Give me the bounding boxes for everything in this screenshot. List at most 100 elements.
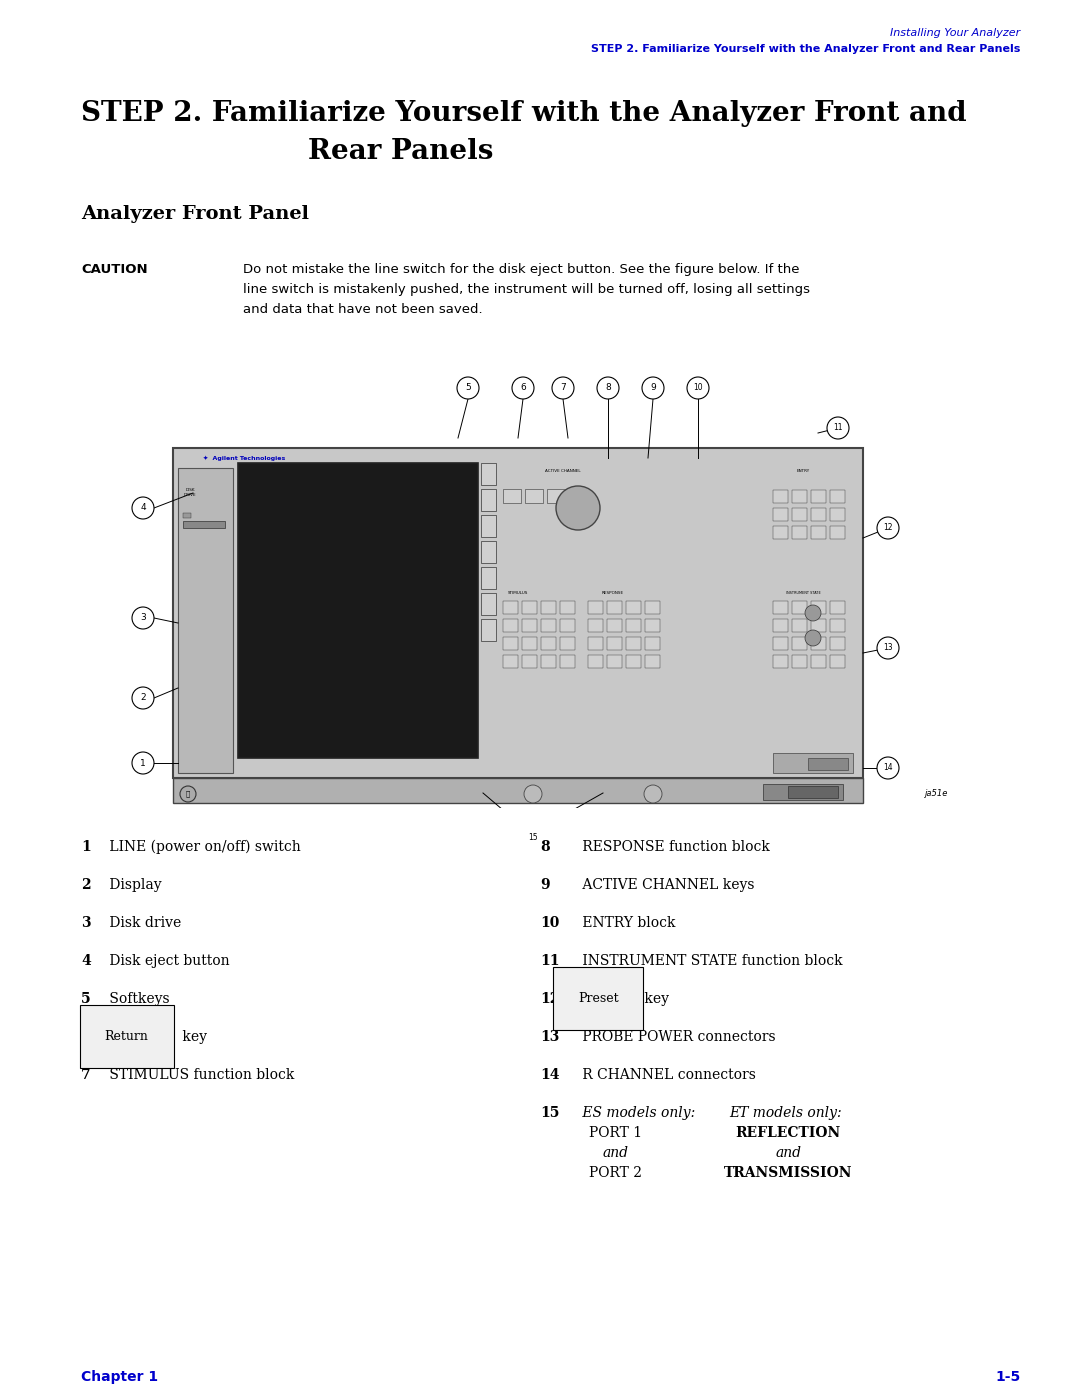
Bar bbox=[561, 619, 575, 631]
Bar bbox=[173, 778, 863, 803]
Circle shape bbox=[180, 787, 195, 802]
Text: Softkeys: Softkeys bbox=[105, 992, 170, 1006]
Circle shape bbox=[805, 605, 821, 622]
Text: Analyzer Front Panel: Analyzer Front Panel bbox=[81, 205, 309, 224]
Bar bbox=[626, 601, 642, 615]
Text: ENTRY block: ENTRY block bbox=[578, 916, 675, 930]
Bar bbox=[792, 490, 807, 503]
Circle shape bbox=[132, 497, 154, 520]
Bar bbox=[811, 619, 826, 631]
Text: ✦  Agilent Technologies: ✦ Agilent Technologies bbox=[203, 455, 285, 461]
Text: 5: 5 bbox=[465, 384, 471, 393]
Bar bbox=[773, 637, 788, 650]
Bar bbox=[607, 637, 622, 650]
Text: 2: 2 bbox=[81, 877, 91, 893]
Circle shape bbox=[827, 416, 849, 439]
Text: and: and bbox=[603, 1146, 629, 1160]
Circle shape bbox=[597, 377, 619, 400]
Bar bbox=[481, 592, 496, 615]
Bar bbox=[178, 468, 233, 773]
Bar bbox=[811, 637, 826, 650]
Bar bbox=[541, 637, 556, 650]
Bar bbox=[503, 637, 518, 650]
Bar bbox=[522, 637, 537, 650]
Bar bbox=[792, 637, 807, 650]
Text: RESPONSE function block: RESPONSE function block bbox=[578, 840, 770, 854]
Text: 9: 9 bbox=[540, 877, 550, 893]
Text: 8: 8 bbox=[540, 840, 550, 854]
Bar bbox=[626, 619, 642, 631]
Text: ⏚: ⏚ bbox=[186, 791, 190, 798]
Text: Do not mistake the line switch for the disk eject button. See the figure below. : Do not mistake the line switch for the d… bbox=[243, 263, 799, 277]
Text: 7: 7 bbox=[561, 384, 566, 393]
Text: Disk eject button: Disk eject button bbox=[105, 954, 229, 968]
Bar bbox=[183, 513, 191, 518]
Bar bbox=[607, 601, 622, 615]
Text: Disk drive: Disk drive bbox=[105, 916, 181, 930]
Bar bbox=[831, 637, 845, 650]
Circle shape bbox=[132, 687, 154, 710]
Bar bbox=[173, 448, 863, 778]
Bar bbox=[541, 601, 556, 615]
Text: 4: 4 bbox=[140, 503, 146, 513]
Text: line switch is mistakenly pushed, the instrument will be turned off, losing all : line switch is mistakenly pushed, the in… bbox=[243, 284, 810, 296]
Text: 15: 15 bbox=[540, 1106, 559, 1120]
Bar bbox=[811, 655, 826, 668]
Bar bbox=[762, 784, 843, 800]
Bar bbox=[811, 527, 826, 539]
Text: 12: 12 bbox=[883, 524, 893, 532]
Text: STIMULUS: STIMULUS bbox=[508, 591, 528, 595]
Bar bbox=[792, 655, 807, 668]
Circle shape bbox=[877, 757, 899, 780]
Text: PORT 1: PORT 1 bbox=[589, 1126, 643, 1140]
Bar bbox=[831, 619, 845, 631]
Bar bbox=[773, 527, 788, 539]
Circle shape bbox=[642, 377, 664, 400]
Text: ES models only:: ES models only: bbox=[578, 1106, 696, 1120]
Bar bbox=[481, 489, 496, 511]
Text: ET models only:: ET models only: bbox=[729, 1106, 841, 1120]
Bar bbox=[481, 515, 496, 536]
Text: RESPONSE: RESPONSE bbox=[602, 591, 624, 595]
Bar bbox=[645, 655, 660, 668]
Bar bbox=[541, 619, 556, 631]
Bar bbox=[607, 619, 622, 631]
Text: STEP 2. Familiarize Yourself with the Analyzer Front and Rear Panels: STEP 2. Familiarize Yourself with the An… bbox=[591, 43, 1021, 54]
Text: 10: 10 bbox=[693, 384, 703, 393]
Text: PORT 2: PORT 2 bbox=[589, 1166, 643, 1180]
Text: LINE (power on/off) switch: LINE (power on/off) switch bbox=[105, 840, 300, 855]
Text: 1-5: 1-5 bbox=[996, 1370, 1021, 1384]
Bar bbox=[773, 601, 788, 615]
Text: Rear Panels: Rear Panels bbox=[308, 138, 494, 165]
Circle shape bbox=[877, 517, 899, 539]
Text: 11: 11 bbox=[540, 954, 559, 968]
Bar bbox=[561, 655, 575, 668]
Bar bbox=[238, 462, 478, 759]
Text: and: and bbox=[775, 1146, 801, 1160]
Bar bbox=[481, 541, 496, 563]
Circle shape bbox=[457, 377, 480, 400]
Bar bbox=[773, 655, 788, 668]
Text: INSTRUMENT STATE: INSTRUMENT STATE bbox=[785, 591, 821, 595]
Circle shape bbox=[132, 752, 154, 774]
Bar bbox=[588, 637, 603, 650]
Text: 7: 7 bbox=[81, 1067, 91, 1083]
Circle shape bbox=[522, 827, 544, 849]
Circle shape bbox=[552, 377, 573, 400]
Bar bbox=[831, 490, 845, 503]
Text: and data that have not been saved.: and data that have not been saved. bbox=[243, 303, 483, 316]
Text: 6: 6 bbox=[81, 1030, 91, 1044]
Bar bbox=[541, 655, 556, 668]
Text: 13: 13 bbox=[540, 1030, 559, 1044]
Bar bbox=[808, 759, 848, 770]
Bar bbox=[811, 509, 826, 521]
Circle shape bbox=[524, 785, 542, 803]
Circle shape bbox=[644, 785, 662, 803]
Text: STIMULUS function block: STIMULUS function block bbox=[105, 1067, 294, 1083]
Circle shape bbox=[512, 377, 534, 400]
Circle shape bbox=[132, 608, 154, 629]
Bar bbox=[481, 567, 496, 590]
Bar bbox=[645, 637, 660, 650]
Bar bbox=[792, 509, 807, 521]
Text: 3: 3 bbox=[140, 613, 146, 623]
